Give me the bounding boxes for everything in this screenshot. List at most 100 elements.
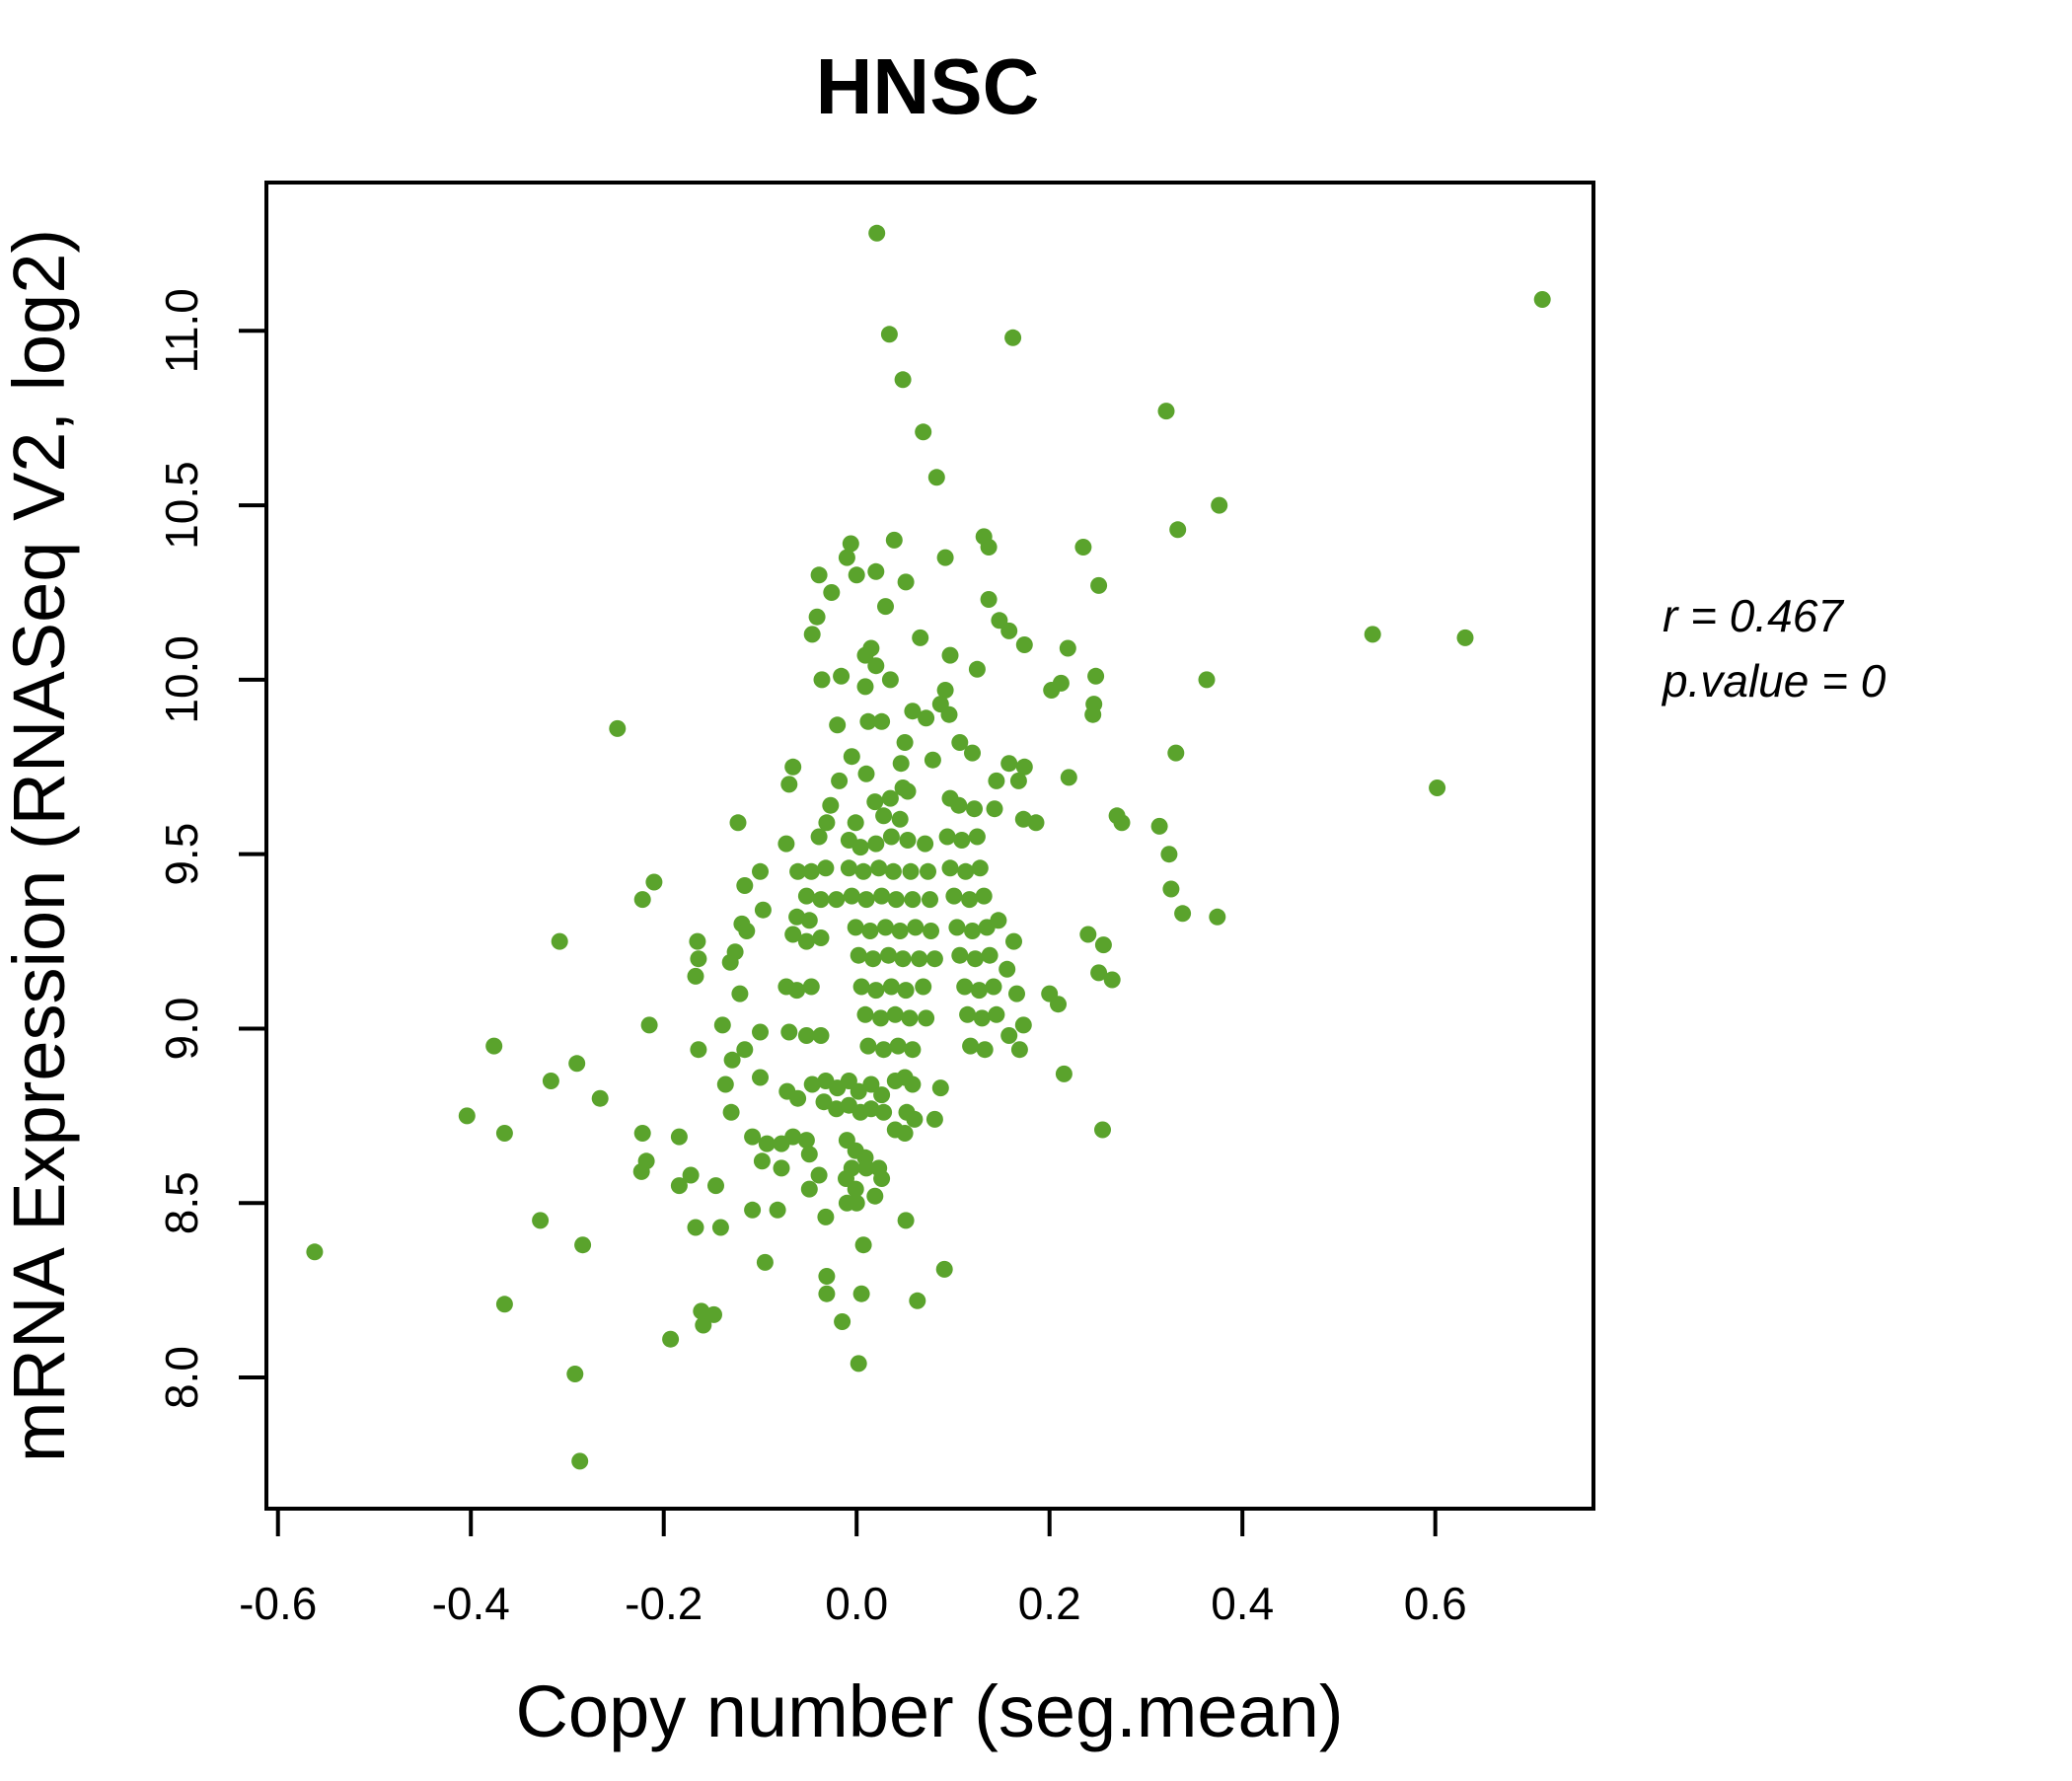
scatter-point[interactable] [941, 859, 959, 877]
scatter-point[interactable] [924, 751, 941, 769]
scatter-point[interactable] [810, 828, 828, 846]
scatter-point[interactable] [1004, 329, 1022, 346]
scatter-point[interactable] [856, 678, 874, 696]
scatter-point[interactable] [753, 1152, 771, 1170]
scatter-point[interactable] [818, 1285, 836, 1302]
scatter-point[interactable] [738, 923, 756, 939]
scatter-point[interactable] [856, 1005, 874, 1023]
scatter-point[interactable] [1364, 626, 1381, 643]
scatter-point[interactable] [495, 1296, 513, 1313]
scatter-point[interactable] [736, 877, 754, 894]
scatter-point[interactable] [812, 929, 830, 946]
scatter-point[interactable] [923, 923, 939, 939]
scatter-point[interactable] [867, 835, 885, 853]
scatter-point[interactable] [1108, 807, 1126, 825]
scatter-point[interactable] [873, 712, 891, 730]
scatter-point[interactable] [964, 923, 981, 939]
scatter-point[interactable] [1074, 539, 1092, 556]
scatter-point[interactable] [797, 1027, 815, 1044]
scatter-point[interactable] [777, 835, 795, 853]
scatter-point[interactable] [976, 1041, 994, 1059]
scatter-point[interactable] [911, 950, 928, 968]
scatter-point[interactable] [866, 1187, 884, 1205]
scatter-point[interactable] [975, 887, 993, 905]
scatter-point[interactable] [945, 887, 963, 905]
scatter-point[interactable] [850, 1082, 867, 1100]
scatter-point[interactable] [981, 946, 999, 964]
scatter-point[interactable] [551, 932, 568, 950]
scatter-point[interactable] [912, 629, 929, 646]
scatter-point[interactable] [1015, 758, 1033, 776]
scatter-point[interactable] [758, 1135, 776, 1152]
scatter-point[interactable] [966, 800, 983, 818]
scatter-point[interactable] [695, 1316, 712, 1334]
scatter-point[interactable] [1005, 932, 1022, 950]
scatter-point[interactable] [797, 887, 815, 905]
scatter-point[interactable] [1055, 1065, 1073, 1082]
scatter-point[interactable] [812, 891, 830, 909]
scatter-point[interactable] [927, 469, 945, 486]
scatter-point[interactable] [877, 919, 894, 936]
scatter-point[interactable] [752, 862, 769, 880]
scatter-point[interactable] [875, 807, 893, 825]
scatter-point[interactable] [756, 1253, 774, 1271]
scatter-point[interactable] [961, 891, 979, 909]
scatter-point[interactable] [485, 1037, 503, 1055]
scatter-point[interactable] [918, 709, 935, 727]
scatter-point[interactable] [1079, 926, 1097, 943]
scatter-point[interactable] [864, 950, 882, 968]
scatter-point[interactable] [803, 626, 821, 643]
scatter-point[interactable] [838, 549, 855, 566]
scatter-point[interactable] [970, 982, 988, 1000]
scatter-point[interactable] [854, 1236, 872, 1254]
scatter-point[interactable] [870, 859, 888, 877]
scatter-point[interactable] [964, 744, 981, 762]
scatter-point[interactable] [847, 814, 864, 832]
scatter-point[interactable] [873, 1170, 891, 1187]
scatter-point[interactable] [851, 839, 869, 856]
scatter-point[interactable] [1008, 985, 1025, 1002]
scatter-point[interactable] [1087, 667, 1105, 685]
scatter-point[interactable] [831, 772, 849, 789]
scatter-point[interactable] [568, 1055, 586, 1073]
scatter-point[interactable] [896, 1125, 914, 1142]
scatter-point[interactable] [789, 1089, 807, 1107]
scatter-point[interactable] [988, 1005, 1005, 1023]
scatter-point[interactable] [1015, 636, 1033, 653]
scatter-point[interactable] [754, 901, 772, 919]
scatter-point[interactable] [875, 1041, 893, 1059]
scatter-point[interactable] [866, 793, 884, 811]
scatter-point[interactable] [1000, 1027, 1018, 1044]
scatter-point[interactable] [971, 859, 989, 877]
scatter-point[interactable] [1160, 846, 1178, 863]
scatter-point[interactable] [1027, 814, 1045, 832]
scatter-point[interactable] [458, 1107, 476, 1125]
scatter-point[interactable] [980, 591, 998, 608]
scatter-point[interactable] [1094, 1121, 1111, 1139]
scatter-point[interactable] [868, 224, 886, 242]
scatter-point[interactable] [815, 1093, 833, 1111]
scatter-point[interactable] [789, 862, 807, 880]
scatter-point[interactable] [880, 946, 897, 964]
scatter-point[interactable] [873, 887, 891, 905]
scatter-point[interactable] [891, 923, 909, 939]
scatter-point[interactable] [1014, 1016, 1032, 1034]
scatter-point[interactable] [1000, 755, 1018, 773]
scatter-point[interactable] [904, 891, 922, 909]
scatter-point[interactable] [810, 566, 828, 584]
scatter-point[interactable] [948, 919, 966, 936]
scatter-point[interactable] [773, 1159, 790, 1177]
scatter-point[interactable] [925, 1110, 943, 1128]
scatter-point[interactable] [889, 1037, 907, 1055]
scatter-point[interactable] [802, 978, 820, 996]
scatter-point[interactable] [873, 1086, 891, 1104]
scatter-point[interactable] [687, 967, 704, 985]
scatter-point[interactable] [1533, 291, 1551, 308]
scatter-point[interactable] [848, 566, 865, 584]
scatter-point[interactable] [822, 796, 840, 814]
scatter-point[interactable] [904, 1041, 922, 1059]
scatter-point[interactable] [953, 832, 971, 849]
scatter-point[interactable] [999, 960, 1016, 978]
scatter-point[interactable] [862, 1076, 880, 1093]
scatter-point[interactable] [729, 814, 747, 832]
